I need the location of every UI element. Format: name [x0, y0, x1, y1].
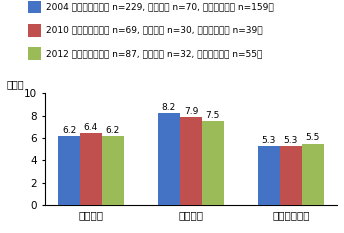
Bar: [158, 113, 180, 205]
Text: 6.2: 6.2: [62, 126, 76, 135]
Bar: [58, 136, 80, 205]
Text: 8.2: 8.2: [162, 103, 176, 112]
Text: 6.4: 6.4: [84, 123, 98, 132]
Bar: [280, 146, 302, 205]
Text: 2004 年度（全体平均 n=229, 大学病院 n=70, 大学病院以外 n=159）: 2004 年度（全体平均 n=229, 大学病院 n=70, 大学病院以外 n=…: [46, 3, 274, 11]
Text: 5.5: 5.5: [306, 134, 320, 142]
Bar: [180, 117, 202, 205]
Text: （件）: （件）: [7, 79, 24, 89]
Text: 7.9: 7.9: [184, 106, 198, 116]
Text: 5.3: 5.3: [284, 136, 298, 145]
Bar: [80, 134, 102, 205]
Text: 2012 年度（全体平均 n=87, 大学病院 n=32, 大学病院以外 n=55）: 2012 年度（全体平均 n=87, 大学病院 n=32, 大学病院以外 n=5…: [46, 49, 263, 58]
Bar: [102, 136, 124, 205]
Text: 5.3: 5.3: [262, 136, 276, 145]
Bar: [302, 144, 324, 205]
Bar: [202, 121, 224, 205]
Text: 7.5: 7.5: [206, 111, 220, 120]
Text: 6.2: 6.2: [106, 126, 120, 135]
Bar: [258, 146, 280, 205]
Text: 2010 年度（全体平均 n=69, 大学病院 n=30, 大学病院以外 n=39）: 2010 年度（全体平均 n=69, 大学病院 n=30, 大学病院以外 n=3…: [46, 26, 263, 35]
